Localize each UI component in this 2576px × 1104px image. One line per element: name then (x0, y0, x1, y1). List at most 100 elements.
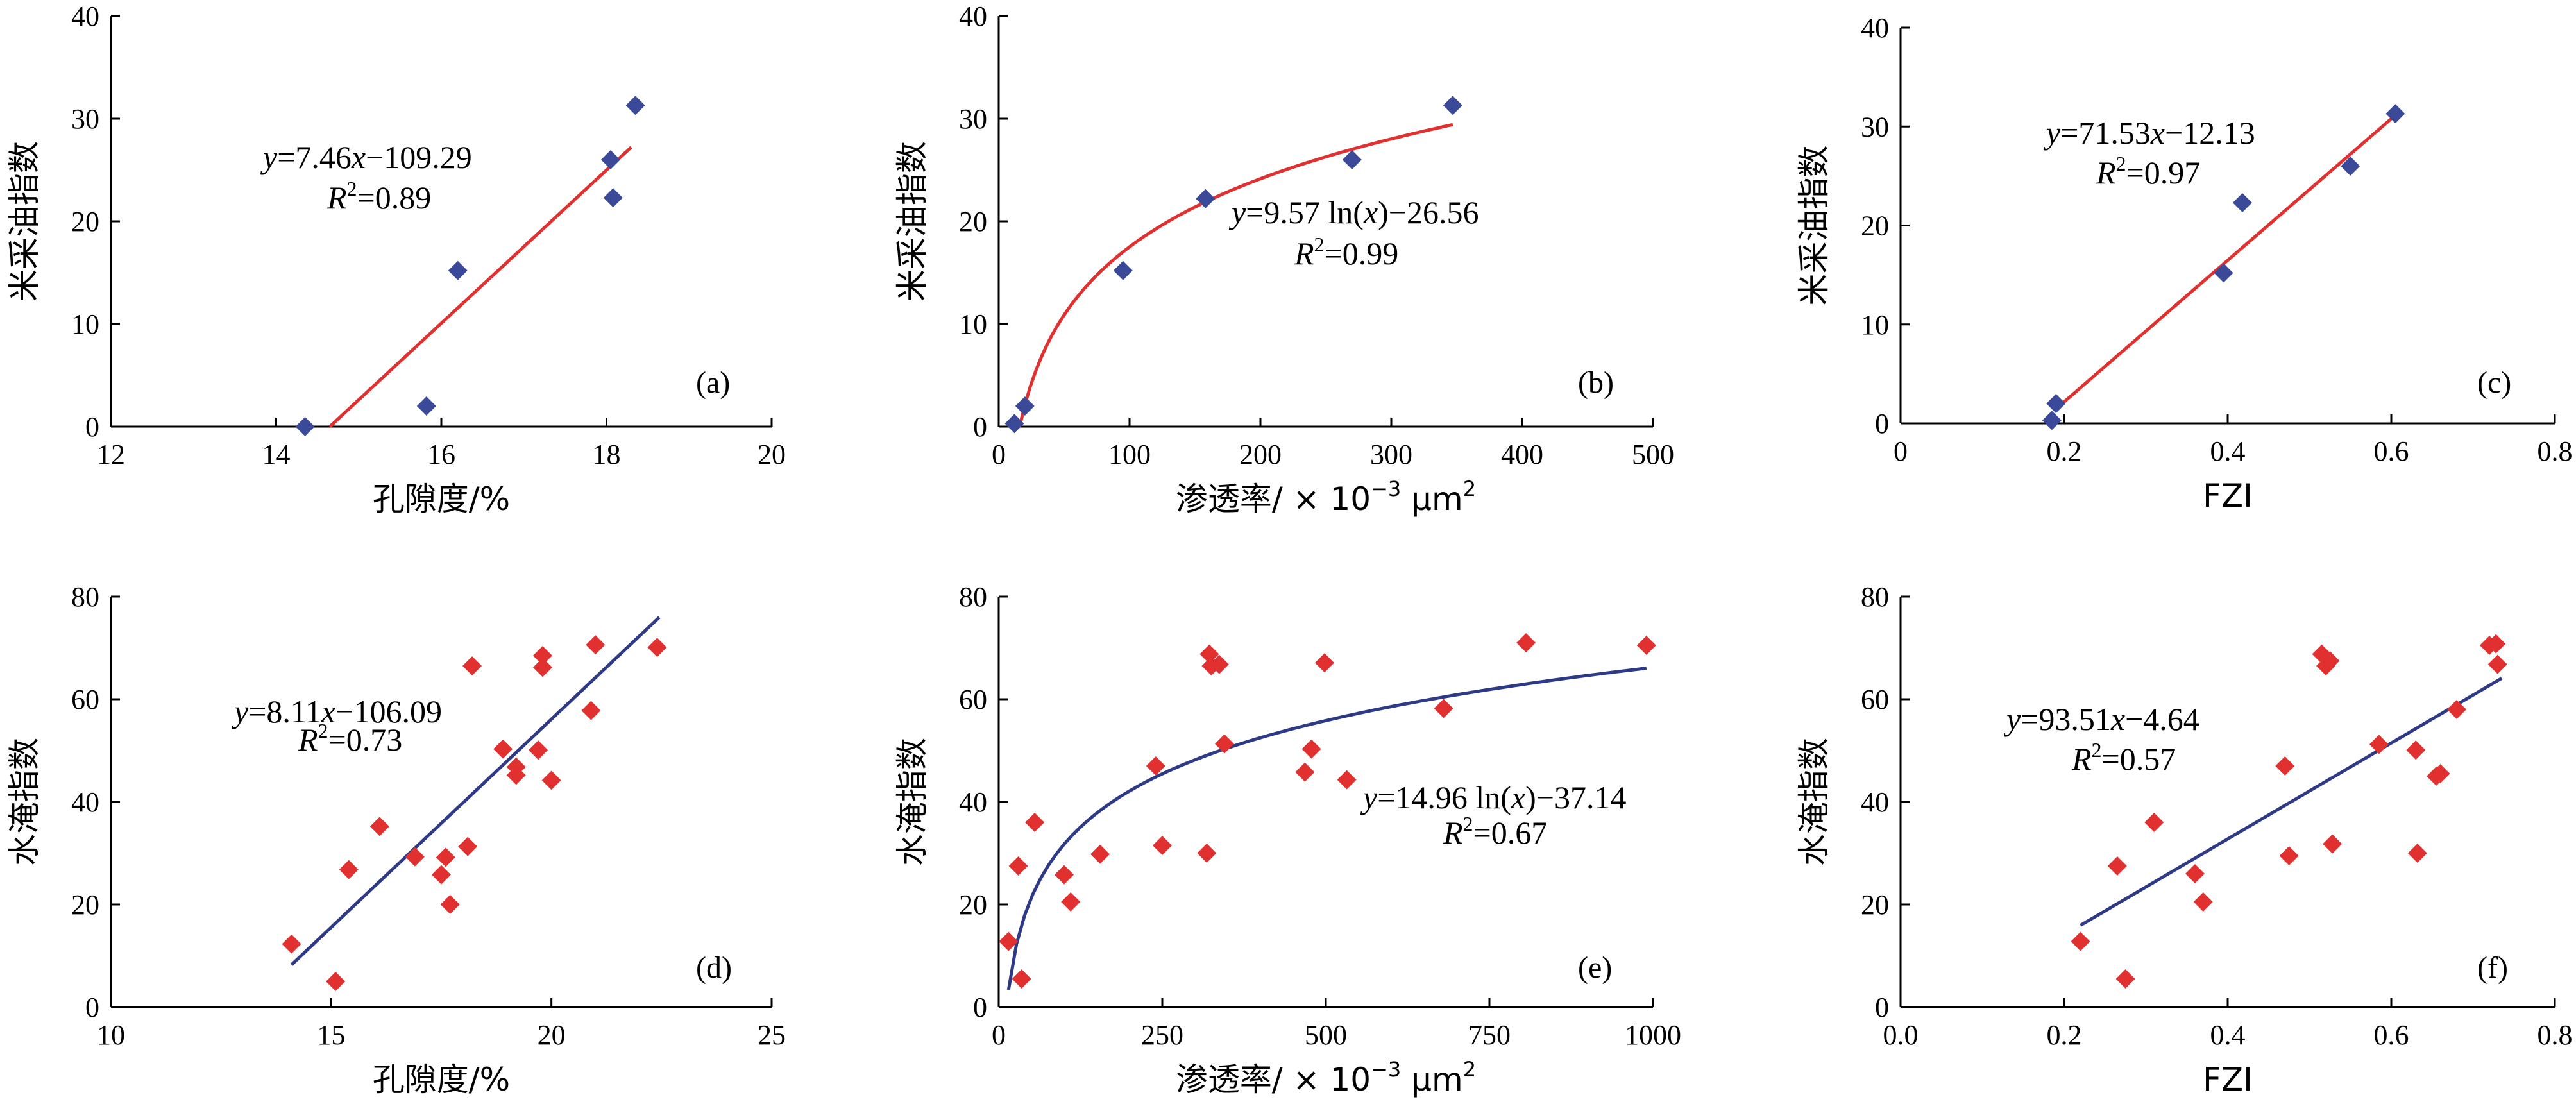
data-point (1113, 260, 1133, 280)
x-tick-label: 0.6 (2374, 436, 2409, 467)
y-tick-label: 80 (959, 581, 987, 613)
data-point (1055, 865, 1074, 885)
data-point (1516, 633, 1536, 652)
panel-a: 0 10 20 30 40 12 14 16 18 20 孔隙度/% 米采油指数 y=7.46x−109… (6, 1, 786, 518)
fit-equation: y=8.11x−106.09 (231, 693, 442, 729)
y-axis-label: 米采油指数 (894, 141, 931, 301)
data-point (2144, 813, 2164, 832)
panel-label: (f) (2477, 951, 2508, 985)
data-point (586, 635, 606, 655)
y-tick-label: 20 (1861, 210, 1889, 242)
y-axis-label: 水淹指数 (6, 738, 43, 866)
x-tick-label: 12 (97, 439, 125, 470)
data-point (603, 188, 623, 208)
data-point (1146, 756, 1165, 776)
data-point (2320, 651, 2340, 670)
fit-equation: y=7.46x−109.29 (260, 139, 472, 175)
x-tick-label: 16 (427, 439, 455, 470)
r-squared: R2=0.67 (1443, 812, 1547, 851)
y-tick-label: 10 (1861, 309, 1889, 341)
y-tick-label: 40 (1861, 12, 1889, 44)
x-tick-label: 0.6 (2374, 1019, 2409, 1051)
y-axis-label: 米采油指数 (6, 141, 43, 301)
y-tick-label: 0 (973, 411, 987, 443)
y-tick-label: 40 (71, 1, 99, 32)
data-point (462, 656, 482, 675)
x-axis-label: 渗透率/ × 10−3 μm2 (1176, 1057, 1476, 1098)
data-point (2430, 764, 2450, 783)
x-tick-label: 0.4 (2210, 1019, 2246, 1051)
panel-label: (b) (1578, 366, 1614, 400)
x-tick-label: 500 (1632, 439, 1674, 470)
data-point (600, 150, 620, 169)
fit-equation: y=14.96 ln(x)−37.14 (1360, 779, 1627, 815)
x-tick-label: 15 (317, 1019, 345, 1051)
data-point (440, 895, 460, 914)
r-squared: R2=0.99 (1294, 233, 1398, 271)
trend-line (328, 146, 632, 428)
data-point (339, 860, 359, 879)
y-tick-label: 60 (71, 684, 99, 715)
y-tick-label: 20 (959, 206, 987, 237)
panel-label: (a) (696, 366, 730, 400)
x-tick-label: 0 (1894, 436, 1908, 467)
data-point (581, 701, 601, 720)
x-tick-label: 0.8 (2538, 1019, 2573, 1051)
data-point (493, 739, 513, 759)
data-point (2275, 756, 2295, 776)
x-tick-label: 0 (992, 1019, 1006, 1051)
data-point (2447, 700, 2466, 719)
x-tick-label: 250 (1141, 1019, 1183, 1051)
panel-d: 0 20 40 60 80 10 15 20 25 孔隙度/% 水淹指数 y=8.11x−106.09… (6, 581, 786, 1098)
x-tick-label: 0.8 (2538, 436, 2573, 467)
x-tick-label: 25 (758, 1019, 786, 1051)
data-point (1008, 856, 1028, 876)
data-point (532, 658, 552, 677)
x-tick-label: 18 (593, 439, 621, 470)
data-point (532, 646, 552, 665)
panel-label: (c) (2477, 366, 2511, 400)
trend-line (290, 616, 661, 966)
y-tick-label: 80 (71, 581, 99, 613)
y-tick-label: 40 (959, 786, 987, 818)
data-point (1636, 636, 1656, 655)
y-tick-label: 10 (959, 309, 987, 340)
y-tick-label: 0 (85, 992, 99, 1023)
x-tick-label: 100 (1108, 439, 1151, 470)
trend-line (2058, 110, 2401, 407)
x-tick-label: 300 (1370, 439, 1412, 470)
y-tick-label: 20 (1861, 889, 1889, 921)
data-point (448, 260, 468, 280)
x-axis-label: 渗透率/ × 10−3 μm2 (1176, 477, 1476, 518)
data-point (326, 972, 346, 991)
y-axis-label: 水淹指数 (894, 738, 931, 866)
data-point (1004, 414, 1024, 434)
y-tick-label: 0 (1875, 408, 1889, 439)
data-point (2385, 104, 2405, 124)
r-squared: R2=0.73 (298, 719, 402, 758)
y-tick-label: 40 (71, 786, 99, 818)
y-tick-label: 20 (71, 889, 99, 921)
y-tick-label: 30 (959, 103, 987, 135)
data-point (541, 770, 561, 790)
x-tick-label: 200 (1239, 439, 1282, 470)
data-point (1342, 150, 1362, 169)
y-axis-label: 米采油指数 (1795, 146, 1833, 306)
data-point (1061, 892, 1081, 912)
data-point (1196, 189, 1216, 208)
data-point (416, 396, 436, 416)
data-point (2232, 193, 2252, 213)
r-squared: R2=0.89 (326, 177, 431, 216)
data-point (2046, 394, 2066, 414)
data-point (2323, 834, 2343, 854)
data-point (2406, 740, 2426, 760)
y-tick-label: 60 (959, 684, 987, 715)
data-point (2071, 931, 2090, 951)
trend-line (1018, 123, 1453, 427)
y-tick-label: 30 (71, 103, 99, 135)
data-point (2487, 654, 2507, 674)
x-tick-label: 0 (992, 439, 1006, 470)
data-point (1314, 653, 1334, 673)
data-point (1090, 844, 1110, 864)
y-tick-label: 10 (71, 309, 99, 340)
